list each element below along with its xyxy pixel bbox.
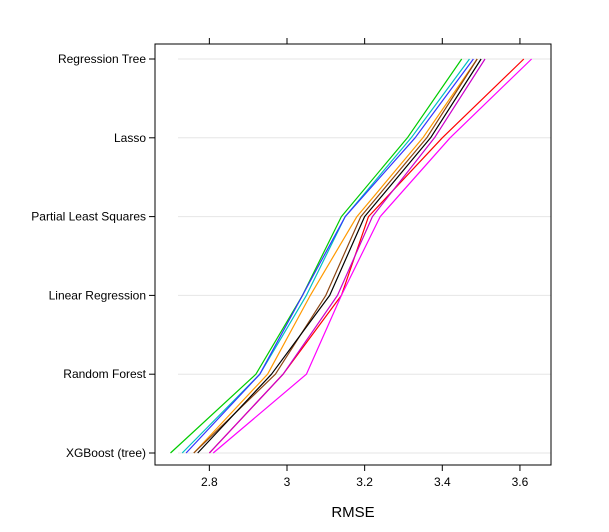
y-tick-label: Regression Tree: [58, 52, 146, 66]
x-tick-label: 3.2: [356, 475, 373, 489]
y-tick-label: Random Forest: [63, 367, 146, 381]
series-line-3: [185, 58, 474, 454]
x-tick-label: 3.4: [434, 475, 451, 489]
series-line-7: [208, 58, 525, 454]
plot-panel: [154, 43, 552, 466]
y-tick-label: Linear Regression: [49, 288, 146, 302]
series-line-8: [208, 58, 486, 454]
y-tick-label: Lasso: [114, 131, 146, 145]
series-lines: [170, 58, 533, 454]
series-line-9: [212, 58, 533, 454]
series-line-1: [170, 58, 463, 454]
x-tick-label: 2.8: [201, 475, 218, 489]
gridlines: [178, 58, 551, 454]
series-line-6: [197, 58, 482, 454]
x-tick-label: 3: [284, 475, 291, 489]
series-line-5: [193, 58, 478, 454]
y-tick-label: XGBoost (tree): [66, 446, 146, 460]
x-tick-label: 3.6: [512, 475, 529, 489]
series-line-2: [181, 58, 470, 454]
x-axis-title: RMSE: [331, 504, 374, 521]
y-tick-label: Partial Least Squares: [31, 210, 146, 224]
axes: XGBoost (tree) Random Forest Linear Regres…: [31, 38, 529, 489]
series-line-4: [193, 58, 478, 454]
